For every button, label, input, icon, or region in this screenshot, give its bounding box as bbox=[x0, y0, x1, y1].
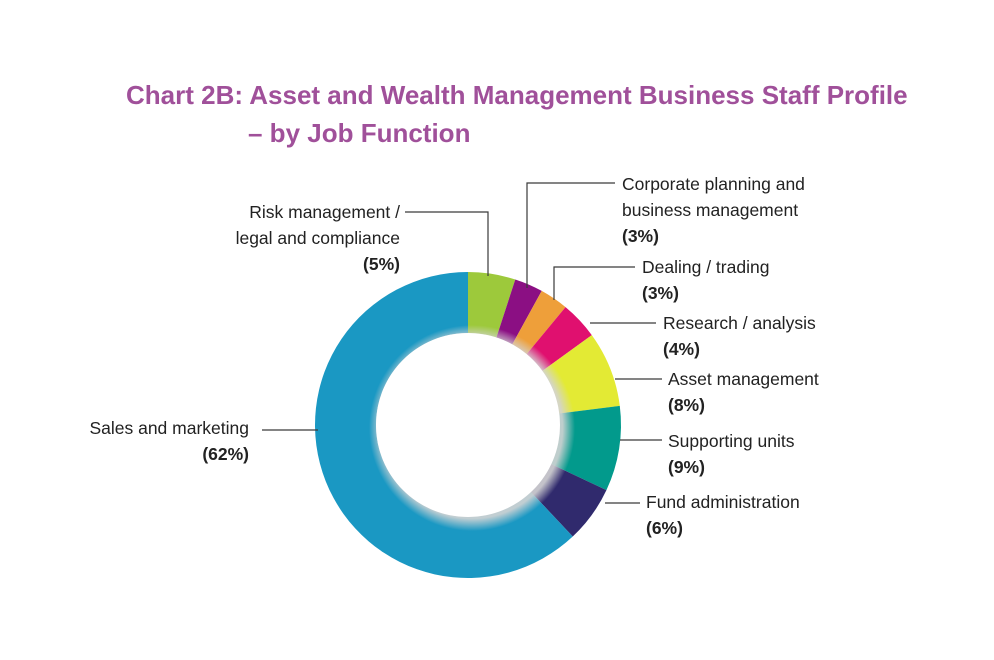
slice-label-corporate-planning-and-business-management-line-1: Corporate planning and bbox=[622, 174, 805, 194]
slice-label-research-analysis: Research / analysis bbox=[663, 313, 816, 333]
chart-title-line-1: Chart 2B: Asset and Wealth Management Bu… bbox=[126, 80, 908, 110]
slice-label-risk-management-legal-and-compliance-line-1: Risk management / bbox=[249, 202, 400, 222]
slice-label-sales-and-marketing: Sales and marketing bbox=[89, 418, 249, 438]
slice-label-supporting-units: Supporting units bbox=[668, 431, 795, 451]
slice-value-supporting-units: (9%) bbox=[668, 457, 705, 477]
leader-lines bbox=[262, 182, 662, 504]
slice-value-dealing-trading: (3%) bbox=[642, 283, 679, 303]
slice-label-dealing-trading: Dealing / trading bbox=[642, 257, 769, 277]
leader-line-risk-management-legal-and-compliance bbox=[405, 211, 489, 276]
slice-value-asset-management: (8%) bbox=[668, 395, 705, 415]
slice-value-fund-administration: (6%) bbox=[646, 518, 683, 538]
chart-title-line-2: – by Job Function bbox=[248, 118, 471, 148]
slice-corporate-planning-and-business-management bbox=[496, 279, 542, 345]
slice-dealing-trading bbox=[512, 290, 566, 355]
leader-line-dealing-trading bbox=[553, 266, 635, 300]
donut-hole bbox=[376, 333, 560, 517]
leader-line-corporate-planning-and-business-management bbox=[526, 182, 615, 288]
slice-labels: Risk management / legal and compliance (5%… bbox=[89, 174, 818, 538]
slice-label-fund-administration: Fund administration bbox=[646, 492, 800, 512]
slice-value-risk-management-legal-and-compliance: (5%) bbox=[363, 254, 400, 274]
slice-value-research-analysis: (4%) bbox=[663, 339, 700, 359]
slice-label-risk-management-legal-and-compliance-line-2: legal and compliance bbox=[236, 228, 400, 248]
slice-label-asset-management: Asset management bbox=[668, 369, 819, 389]
slice-label-corporate-planning-and-business-management-line-2: business management bbox=[622, 200, 798, 220]
slice-value-corporate-planning-and-business-management: (3%) bbox=[622, 226, 659, 246]
slice-value-sales-and-marketing: (62%) bbox=[202, 444, 249, 464]
slice-sales-and-marketing bbox=[315, 272, 573, 578]
slice-risk-management-legal-and-compliance bbox=[468, 272, 516, 338]
